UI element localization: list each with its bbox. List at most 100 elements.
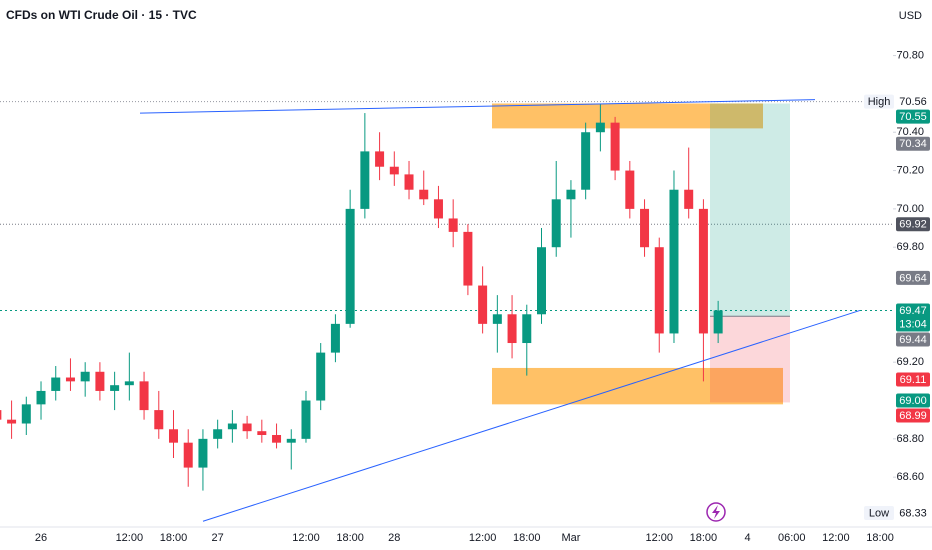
price-tag-label: 69.47: [899, 305, 927, 317]
candle-body: [684, 189, 694, 209]
x-tick-label: 12:00: [822, 532, 850, 544]
candle-body: [286, 438, 296, 443]
candle-body: [640, 208, 650, 248]
x-tick-label: 18:00: [690, 532, 718, 544]
stop-area: [710, 316, 790, 403]
zone: [492, 103, 763, 129]
price-tag: [896, 393, 930, 408]
x-tick-label: 12:00: [292, 532, 320, 544]
price-tag-label: 70.56: [899, 96, 927, 108]
x-tick-label: 06:00: [778, 532, 806, 544]
candle-body: [7, 419, 17, 424]
candle-body: [448, 218, 458, 232]
candle-body: [375, 151, 385, 167]
plot-area: [0, 99, 893, 522]
y-tick-label: 68.60: [896, 471, 924, 483]
price-tag: [896, 408, 930, 423]
price-tag: [896, 506, 930, 520]
candle-body: [419, 189, 429, 200]
y-tick-label: 69.80: [896, 241, 924, 253]
price-tag-label: 69.44: [899, 334, 927, 346]
x-tick-label: 28: [388, 532, 400, 544]
candle-body: [110, 385, 120, 391]
price-tag: [896, 217, 930, 232]
candle-body: [345, 208, 355, 324]
candle-body: [21, 404, 31, 424]
candle-body: [507, 314, 517, 344]
trendline: [139, 99, 816, 114]
candle-body: [316, 352, 326, 401]
y-tick-label: 70.40: [896, 126, 924, 138]
lightning-icon[interactable]: [706, 502, 726, 522]
price-tag: [896, 136, 930, 151]
x-tick-label: 18:00: [160, 532, 188, 544]
candle-body: [566, 189, 576, 200]
candle-body: [478, 285, 488, 324]
candle-body: [581, 132, 591, 190]
y-tick-label: 70.80: [896, 49, 924, 61]
candle-body: [625, 170, 635, 209]
target-area: [710, 103, 790, 317]
candle-body: [301, 400, 311, 439]
price-tag-label: 68.99: [899, 410, 927, 422]
candle-body: [213, 429, 223, 439]
x-tick-label: 4: [745, 532, 751, 544]
price-tag-label: 69.64: [899, 272, 927, 284]
price-tag: [896, 372, 930, 387]
candle-body: [257, 431, 267, 436]
zone: [492, 367, 783, 405]
x-tick-label: 12:00: [469, 532, 497, 544]
chart-title: CFDs on WTI Crude Oil · 15 · TVC: [6, 8, 197, 22]
x-tick-label: 27: [212, 532, 224, 544]
candle-body: [654, 247, 664, 334]
candle-body: [492, 314, 502, 324]
candle-body: [183, 442, 193, 468]
price-tag: [896, 94, 930, 109]
price-tag: [896, 303, 930, 332]
y-tick-label: 70.00: [896, 203, 924, 215]
candle-body: [433, 199, 443, 219]
price-tag-label: 68.33: [899, 507, 927, 519]
price-tag-label: 70.34: [899, 138, 927, 150]
candle-body: [80, 371, 90, 382]
y-tick-label: 70.20: [896, 164, 924, 176]
candle-body: [51, 377, 61, 391]
price-tag-label: 69.11: [900, 374, 927, 386]
trendline: [202, 309, 861, 522]
candle-body: [698, 208, 708, 334]
candle-body: [154, 410, 164, 430]
candle-body: [360, 151, 370, 209]
price-tag-name-box: [864, 94, 894, 109]
x-tick-label: 18:00: [513, 532, 541, 544]
candle-body: [36, 390, 46, 405]
x-tick-label: 18:00: [866, 532, 894, 544]
candle-body: [272, 435, 282, 443]
price-tag-label: 69.00: [899, 395, 927, 407]
candle-body: [95, 371, 105, 391]
y-tick-label: 68.80: [896, 433, 924, 445]
candle-body: [610, 122, 620, 171]
candle-body: [551, 199, 561, 248]
price-tag-name: High: [868, 96, 891, 108]
price-tag: [896, 332, 930, 347]
price-tag-sub: 13:04: [899, 318, 927, 330]
candle-body: [65, 377, 75, 382]
price-tag-name-box: [864, 506, 894, 520]
price-tag-label: 69.92: [899, 219, 927, 231]
price-tag: [896, 109, 930, 124]
candle-body: [595, 122, 605, 133]
candle-body: [124, 381, 134, 386]
candle-body: [242, 423, 252, 432]
x-tick-label: 18:00: [336, 532, 364, 544]
candle-body: [0, 410, 2, 420]
y-tick-label: 69.20: [896, 356, 924, 368]
candle-body: [169, 429, 178, 443]
candle-body: [198, 438, 208, 468]
x-tick-label: Mar: [561, 532, 580, 544]
candle-body: [713, 310, 723, 334]
price-tag-name: Low: [869, 507, 889, 519]
candle-body: [463, 231, 473, 286]
price-tag: [896, 270, 930, 285]
